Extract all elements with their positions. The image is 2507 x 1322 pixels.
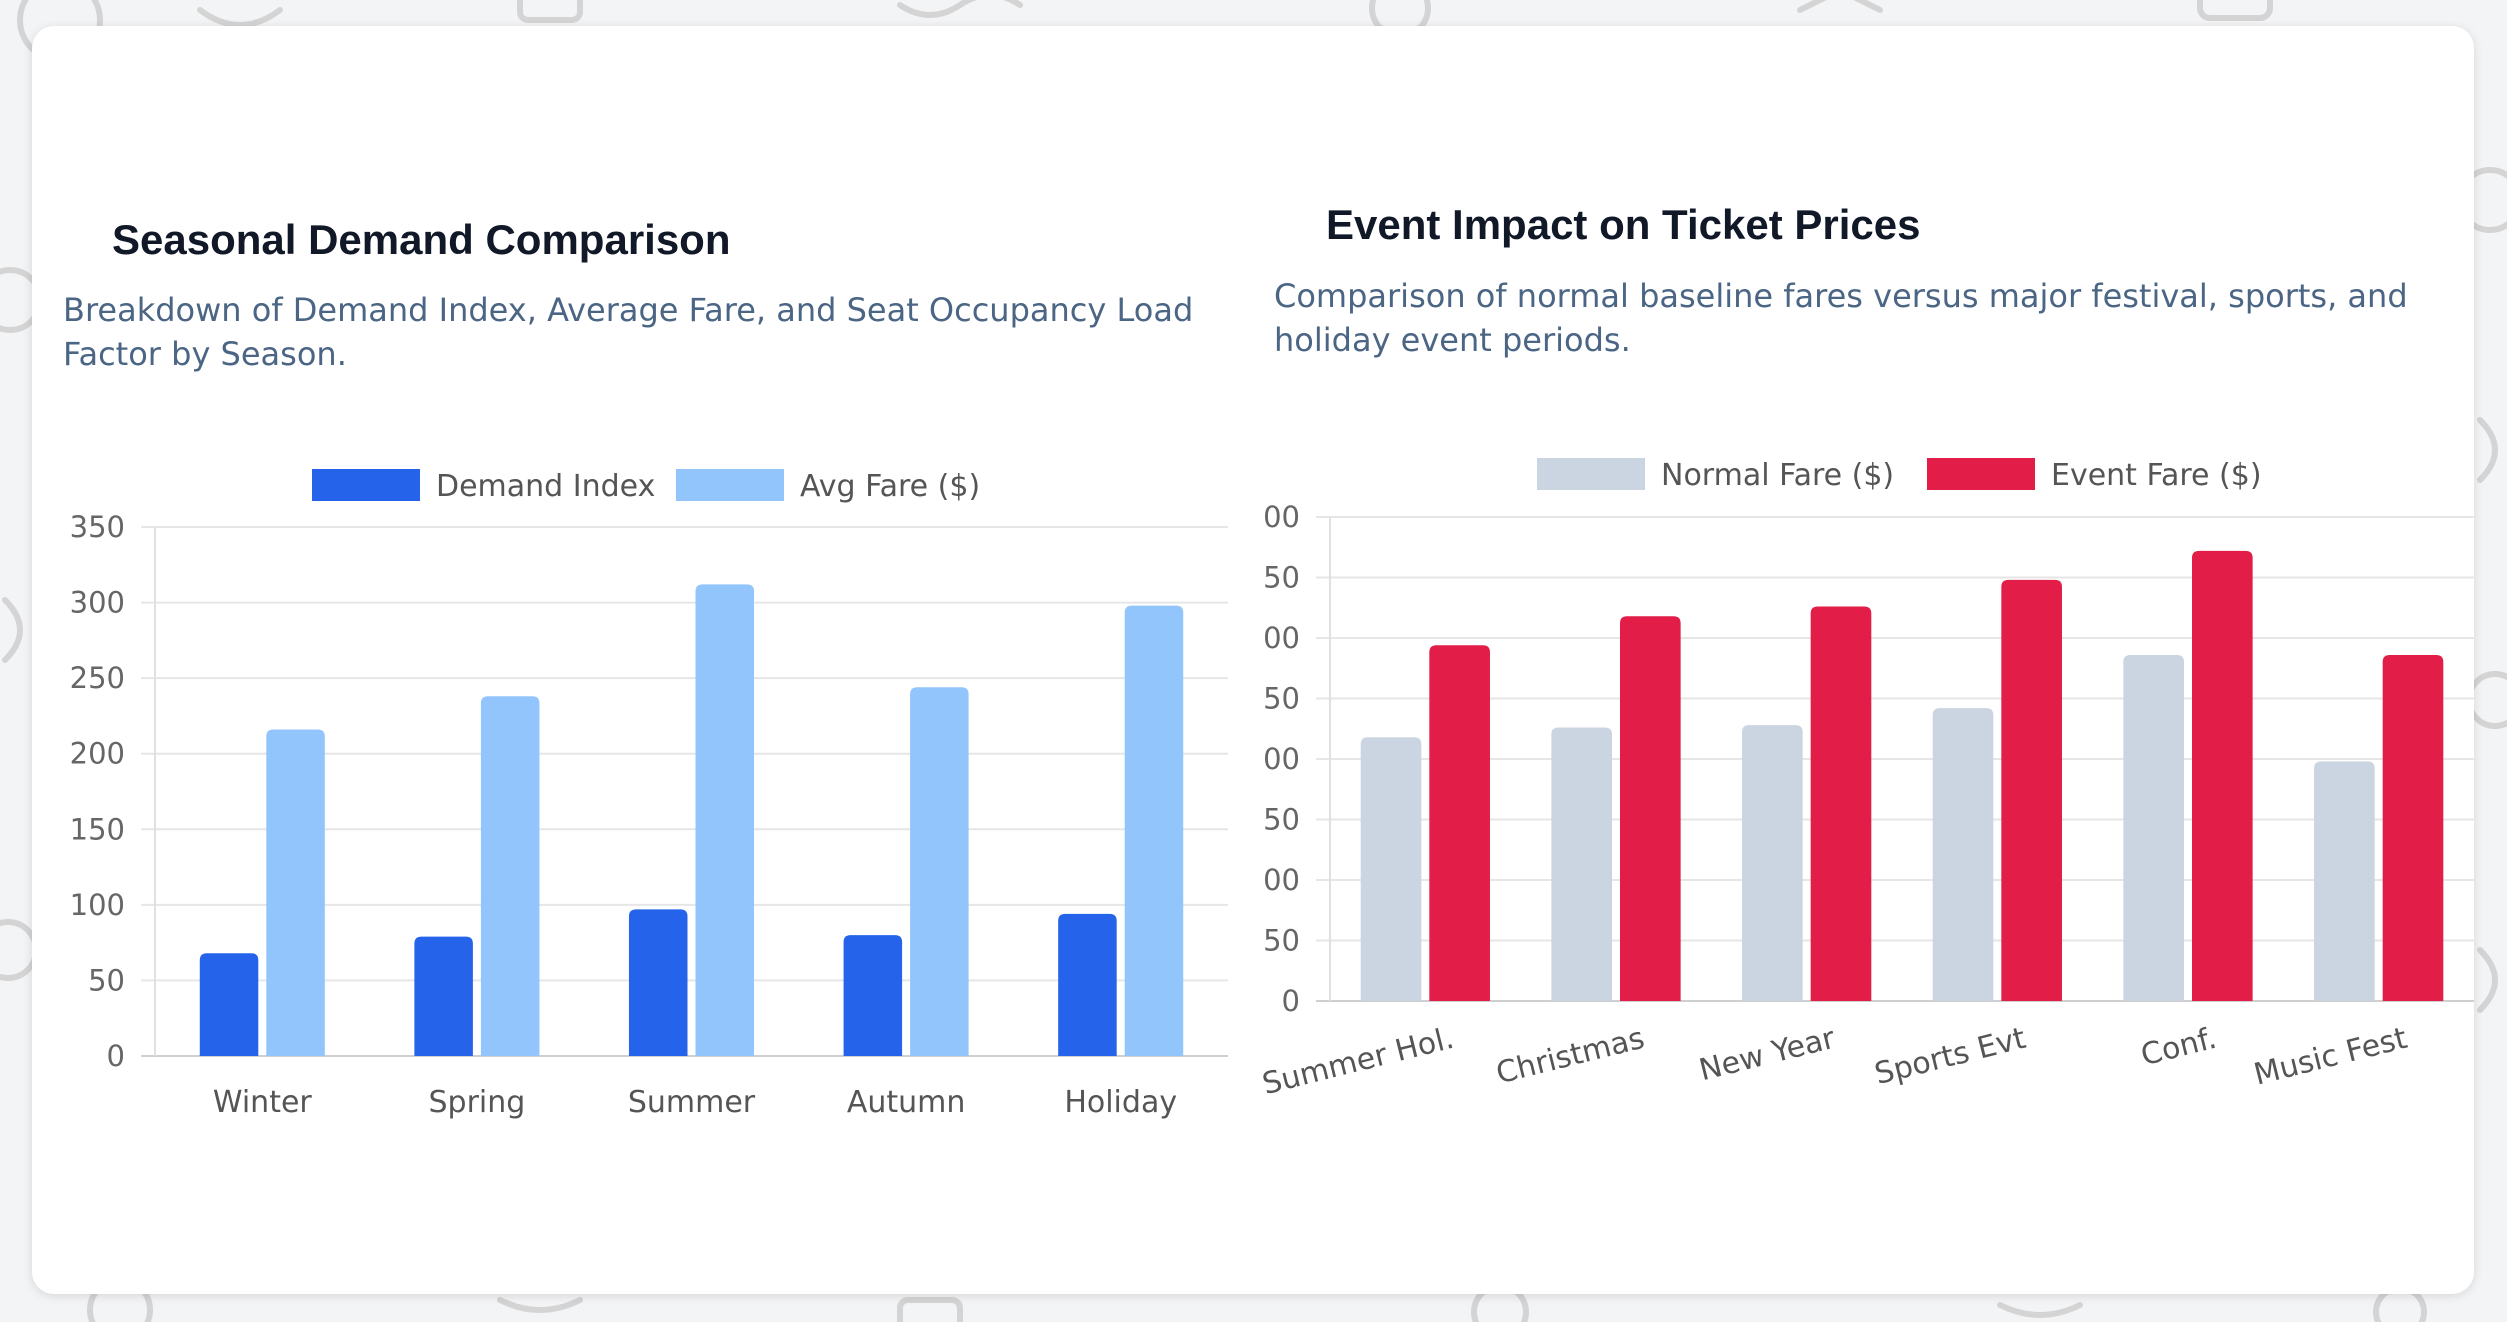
bar-music-fest-1 <box>2382 654 2444 1001</box>
bar-autumn-0 <box>843 935 903 1056</box>
bar-summer-0 <box>628 909 688 1056</box>
legend-label-0: Demand Index <box>436 469 655 504</box>
bar-conf--0 <box>2123 654 2184 1001</box>
bar-music-fest-0 <box>2314 761 2375 1001</box>
bar-sports-evt-0 <box>1932 708 1994 1001</box>
x-tick-label: Autumn <box>847 1085 966 1120</box>
legend-swatch-1 <box>1927 458 2035 490</box>
y-tick-label: 100 <box>1262 863 1300 897</box>
bar-autumn-1 <box>910 687 969 1056</box>
x-tick-label: Holiday <box>1064 1085 1177 1120</box>
x-tick-label: New Year <box>1696 1021 1839 1089</box>
legend-swatch-1 <box>676 469 784 501</box>
x-tick-label: Conf. <box>2137 1021 2219 1073</box>
y-tick-label: 50 <box>88 963 125 997</box>
bar-summer-1 <box>695 584 755 1056</box>
y-tick-label: 350 <box>70 510 125 544</box>
legend: Demand Index Avg Fare ($) <box>312 469 980 504</box>
y-tick-label: 0 <box>107 1039 125 1073</box>
legend: Normal Fare ($) Event Fare ($) <box>1537 458 2262 493</box>
y-tick-label: 250 <box>70 661 125 695</box>
y-tick-label: 150 <box>1262 803 1300 837</box>
y-tick-label: 400 <box>1262 500 1300 534</box>
bar-new-year-0 <box>1742 725 1803 1001</box>
bar-winter-0 <box>199 953 259 1056</box>
y-tick-label: 100 <box>70 888 125 922</box>
event-chart-subtitle: Comparison of normal baseline fares vers… <box>1274 277 2408 359</box>
seasonal-chart-subtitle: Breakdown of Demand Index, Average Fare,… <box>63 291 1194 373</box>
bar-sports-evt-1 <box>2001 579 2062 1001</box>
bar-spring-0 <box>414 936 473 1056</box>
bar-summer-hol--0 <box>1360 737 1422 1001</box>
y-tick-label: 200 <box>70 737 125 771</box>
y-tick-label: 200 <box>1262 742 1300 776</box>
bar-holiday-0 <box>1058 913 1117 1056</box>
y-tick-label: 300 <box>1262 621 1300 655</box>
y-tick-label: 0 <box>1282 984 1300 1018</box>
event-impact-chart: Normal Fare ($) Event Fare ($) 0 50 100 150 20… <box>1262 458 2474 1102</box>
x-tick-label: Summer <box>628 1085 756 1120</box>
bar-new-year-1 <box>1810 606 1872 1001</box>
bar-summer-hol--1 <box>1429 645 1490 1001</box>
x-tick-label: Winter <box>213 1085 313 1120</box>
y-tick-label: 250 <box>1262 682 1300 716</box>
y-tick-label: 300 <box>70 586 125 620</box>
bar-christmas-1 <box>1620 616 1681 1001</box>
y-tick-label: 50 <box>1263 924 1300 958</box>
dashboard-card: Seasonal Demand Comparison Breakdown of … <box>32 26 2474 1294</box>
x-tick-label: Sports Evt <box>1871 1021 2029 1092</box>
bar-winter-1 <box>266 729 325 1056</box>
y-tick-label: 150 <box>70 812 125 846</box>
legend-swatch-0 <box>1537 458 1645 490</box>
legend-label-1: Avg Fare ($) <box>800 469 980 504</box>
bar-conf--1 <box>2192 550 2253 1001</box>
legend-swatch-0 <box>312 469 420 501</box>
bar-christmas-0 <box>1551 727 1612 1001</box>
legend-label-0: Normal Fare ($) <box>1661 458 1894 493</box>
seasonal-chart-title: Seasonal Demand Comparison <box>112 216 731 263</box>
seasonal-demand-chart: Demand Index Avg Fare ($) 0 50 100 150 200 250 3… <box>70 469 1228 1120</box>
legend-label-1: Event Fare ($) <box>2051 458 2262 493</box>
x-tick-label: Spring <box>428 1085 525 1120</box>
event-chart-title: Event Impact on Ticket Prices <box>1326 201 1921 248</box>
x-tick-label: Summer Hol. <box>1262 1021 1457 1102</box>
x-tick-label: Music Fest <box>2250 1021 2410 1093</box>
bar-spring-1 <box>480 696 540 1056</box>
x-tick-label: Christmas <box>1493 1021 1648 1092</box>
y-tick-label: 350 <box>1262 561 1300 595</box>
bar-holiday-1 <box>1124 605 1184 1056</box>
